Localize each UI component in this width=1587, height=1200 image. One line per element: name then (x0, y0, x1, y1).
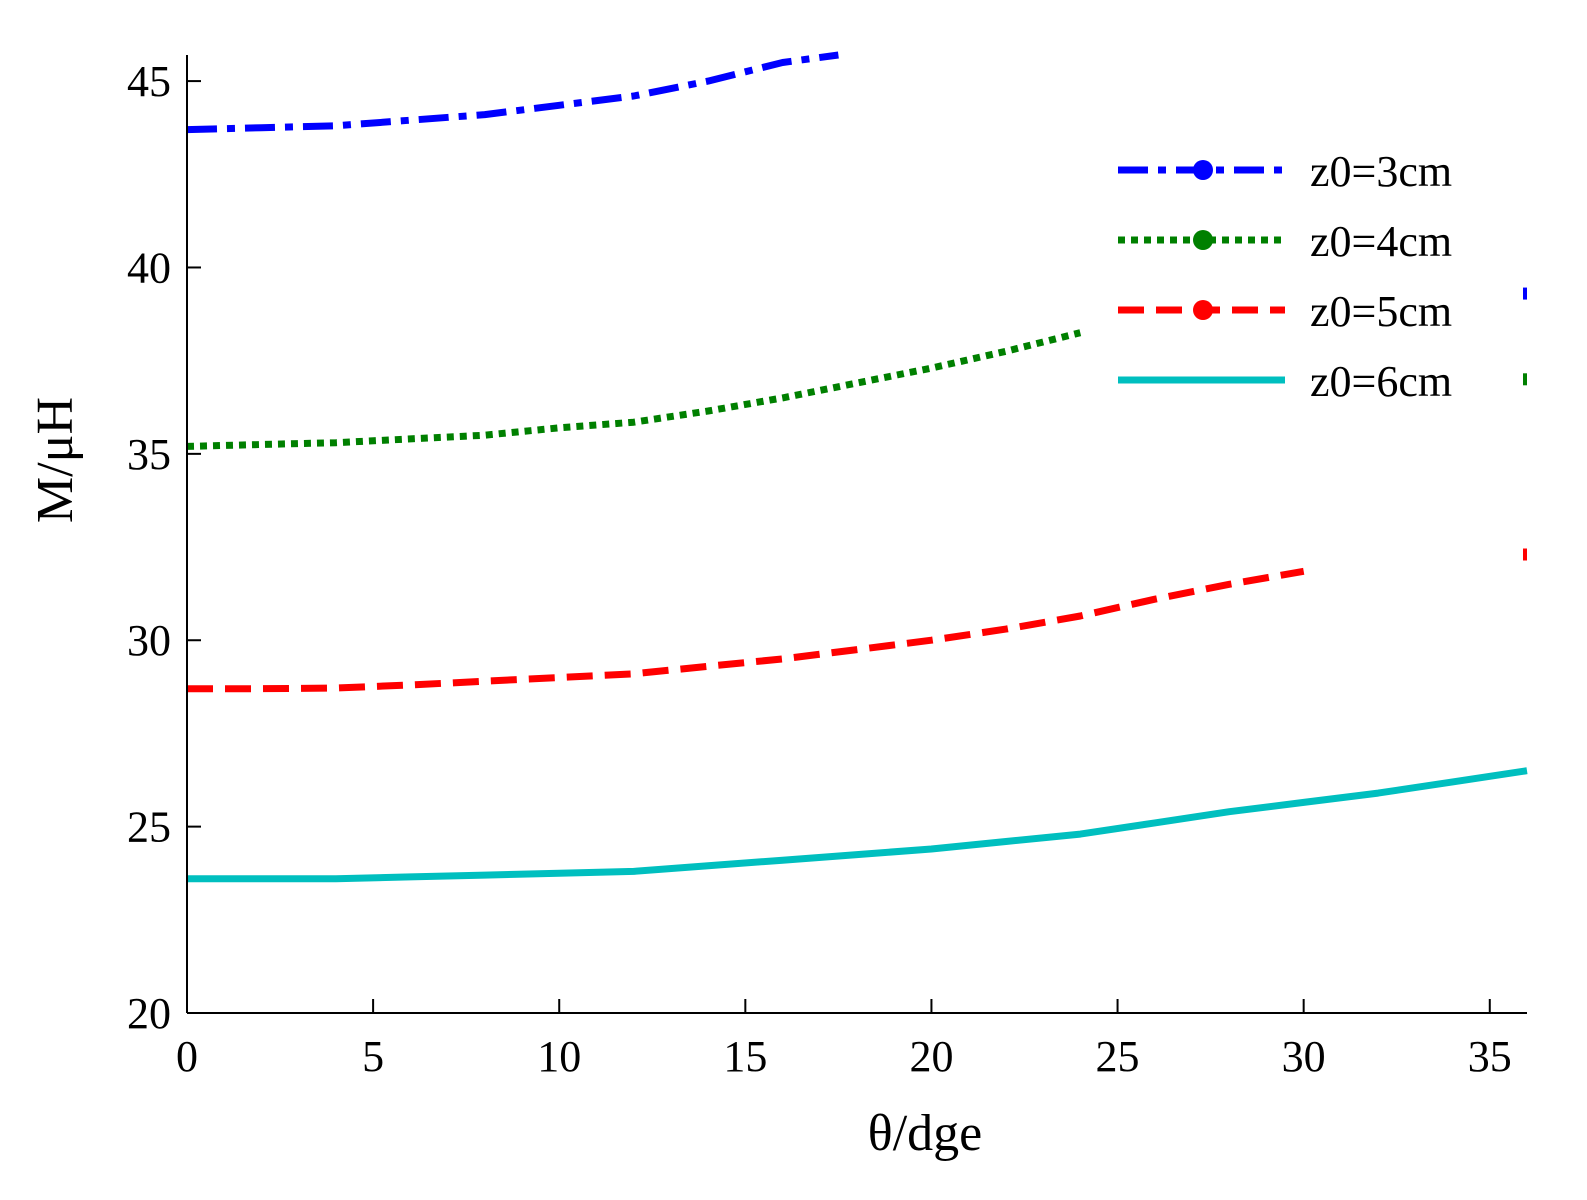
series-line-z0-3cm (186, 51, 839, 134)
y-tick-label: 20 (127, 989, 171, 1038)
series-line-z0-5cm (187, 567, 1305, 693)
legend-item: z0=6cm (1118, 357, 1452, 406)
legend-label: z0=5cm (1310, 287, 1452, 336)
series-line-z0-6cm (187, 767, 1528, 883)
legend-marker (1193, 160, 1213, 180)
legend-label: z0=3cm (1310, 147, 1452, 196)
series-fragment (1523, 548, 1527, 561)
x-tick-label: 15 (723, 1032, 767, 1081)
series-line-z0-4cm (186, 329, 1082, 450)
x-tick-label: 10 (537, 1032, 581, 1081)
x-tick-label: 5 (362, 1032, 384, 1081)
x-tick-label: 0 (176, 1032, 198, 1081)
clipped-series-fragments (1523, 287, 1527, 561)
legend-item: z0=4cm (1118, 217, 1452, 266)
legend-label: z0=6cm (1310, 357, 1452, 406)
y-axis-label: M/μH (27, 397, 84, 523)
legend: z0=3cm z0=4cm z0=5cm z0=6cm (1118, 147, 1452, 406)
series-layer (186, 51, 1528, 883)
axes: 0 5 10 15 20 25 30 35 20 25 30 35 40 45 (127, 55, 1527, 1081)
series-fragment (1523, 287, 1527, 300)
y-tick-label: 30 (127, 616, 171, 665)
y-tick-label: 45 (127, 57, 171, 106)
legend-item: z0=3cm (1118, 147, 1452, 196)
x-tick-label: 20 (909, 1032, 953, 1081)
legend-marker (1193, 230, 1213, 250)
x-axis-label: θ/dge (868, 1105, 982, 1162)
legend-label: z0=4cm (1310, 217, 1452, 266)
y-tick-label: 25 (127, 803, 171, 852)
series-fragment (1523, 373, 1527, 386)
legend-item: z0=5cm (1118, 287, 1452, 336)
legend-marker (1193, 300, 1213, 320)
y-tick-label: 40 (127, 243, 171, 292)
x-tick-label: 30 (1282, 1032, 1326, 1081)
x-tick-label: 25 (1096, 1032, 1140, 1081)
x-tick-label: 35 (1468, 1032, 1512, 1081)
y-tick-label: 35 (127, 430, 171, 479)
